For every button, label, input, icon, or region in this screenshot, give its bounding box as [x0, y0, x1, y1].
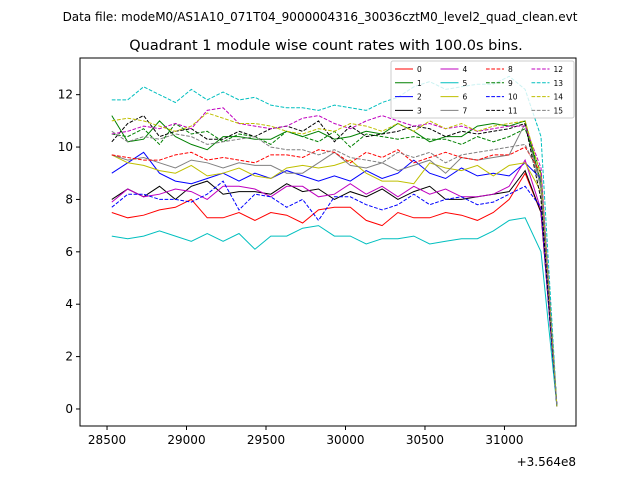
legend-label-3: 3 [417, 106, 422, 115]
legend-label-6: 6 [463, 93, 468, 102]
y-tick-label: 10 [58, 140, 73, 154]
legend-label-7: 7 [463, 106, 468, 115]
series-line-6 [111, 154, 558, 407]
legend-label-5: 5 [463, 79, 468, 88]
legend-label-11: 11 [508, 106, 518, 115]
x-tick-label: 28500 [88, 433, 126, 447]
x-tick-label: 29500 [247, 433, 285, 447]
series-line-8 [111, 146, 558, 407]
x-tick-label: 30500 [406, 433, 444, 447]
series-line-12 [111, 107, 558, 407]
series-line-10 [111, 180, 558, 407]
y-tick-label: 8 [65, 192, 73, 206]
series-line-4 [111, 158, 558, 407]
legend-label-0: 0 [417, 65, 422, 74]
series-line-5 [111, 217, 558, 407]
series-line-2 [111, 151, 558, 407]
legend-label-13: 13 [554, 79, 564, 88]
y-tick-label: 0 [65, 402, 73, 416]
legend-label-12: 12 [554, 65, 564, 74]
series-line-11 [111, 114, 558, 407]
legend-label-9: 9 [508, 79, 513, 88]
x-tick-label: 29000 [167, 433, 205, 447]
x-tick-label: 30000 [326, 433, 364, 447]
y-tick-label: 4 [65, 297, 73, 311]
legend-label-1: 1 [417, 79, 422, 88]
series-line-1 [111, 115, 558, 407]
legend-label-14: 14 [554, 93, 564, 102]
legend-frame [390, 60, 575, 119]
x-offset-text: +3.564e8 [517, 455, 576, 469]
legend-label-15: 15 [554, 106, 564, 115]
series-line-15 [111, 130, 558, 407]
legend-label-8: 8 [508, 65, 513, 74]
legend-label-10: 10 [508, 93, 518, 102]
x-axis: 28500 29000 29500 30000 30500 31000 [88, 426, 524, 447]
x-tick-label: 31000 [485, 433, 523, 447]
plot-lines [111, 75, 558, 407]
legend-label-2: 2 [417, 93, 422, 102]
series-line-0 [111, 172, 558, 407]
y-tick-label: 6 [65, 245, 73, 259]
series-line-7 [111, 122, 558, 407]
legend-label-4: 4 [463, 65, 468, 74]
y-tick-label: 2 [65, 350, 73, 364]
series-line-14 [111, 112, 558, 407]
chart-title: Quadrant 1 module wise count rates with … [129, 38, 523, 54]
plot-frame [79, 57, 577, 427]
y-axis: 0 2 4 6 8 10 12 [58, 88, 80, 416]
y-tick-label: 12 [58, 88, 73, 102]
figure-suptitle: Data file: modeM0/AS1A10_071T04_90000043… [63, 10, 578, 24]
